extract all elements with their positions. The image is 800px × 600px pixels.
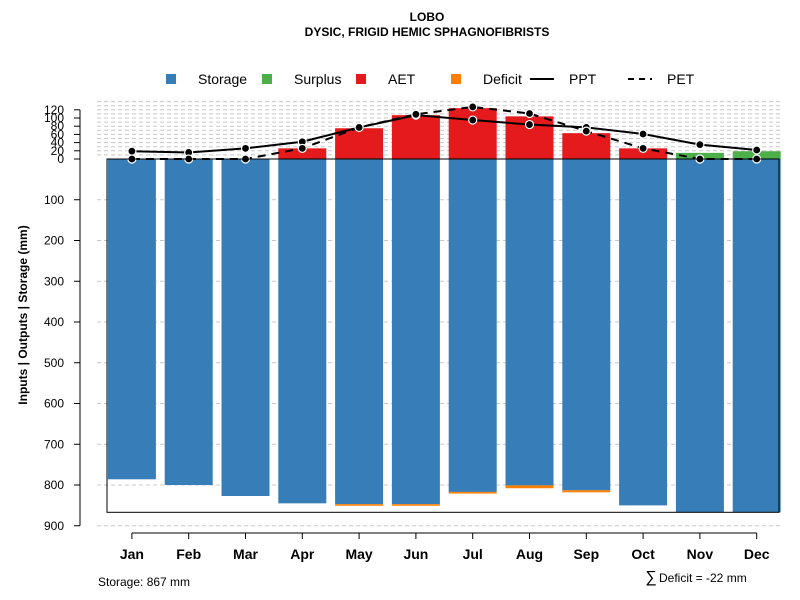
legend-key-storage (166, 74, 176, 84)
legend-label-pet: PET (667, 71, 695, 87)
legend-label-storage: Storage (198, 71, 247, 87)
y-tick-label: 60 (51, 127, 65, 141)
y-tick-label: 100 (44, 111, 64, 125)
x-tick-label: Oct (631, 546, 655, 562)
storage-bar (675, 159, 724, 513)
legend-key-surplus (262, 74, 272, 84)
deficit-bar (335, 504, 384, 506)
storage-bar (278, 159, 327, 504)
y-tick-label: 500 (44, 356, 64, 370)
legend-label-ppt: PPT (569, 71, 597, 87)
ppt-point (638, 129, 648, 139)
x-tick-label: Nov (687, 546, 714, 562)
x-tick-label: Apr (290, 546, 315, 562)
ppt-point (752, 145, 762, 155)
y-tick-label: 100 (44, 193, 64, 207)
x-tick-label: Feb (176, 546, 201, 562)
pet-point (354, 122, 364, 133)
sum-symbol: ∑ (645, 569, 656, 586)
storage-footer: Storage: 867 mm (98, 575, 190, 589)
pet-point (638, 143, 648, 153)
y-tick-label: 80 (51, 119, 65, 133)
storage-bar (164, 159, 213, 485)
storage-bar (619, 159, 668, 506)
y-tick-label: 200 (44, 234, 64, 248)
y-tick-label: 400 (44, 315, 64, 329)
x-tick-label: Jul (463, 546, 483, 562)
aet-bar (619, 148, 668, 159)
deficit-bar (391, 504, 440, 506)
x-tick-label: Sep (573, 546, 599, 562)
chart-subtitle: DYSIC, FRIGID HEMIC SPHAGNOFIBRISTS (305, 25, 550, 39)
y-tick-label: 800 (44, 478, 64, 492)
deficit-bar (562, 490, 611, 493)
deficit-footer: Deficit = -22 mm (659, 571, 747, 585)
storage-bar (732, 159, 781, 513)
y-tick-label: 120 (44, 103, 64, 117)
aet-bar (391, 115, 440, 159)
x-tick-label: May (345, 546, 372, 562)
ppt-point (127, 146, 137, 156)
x-tick-label: Aug (516, 546, 543, 562)
legend-label-deficit: Deficit (483, 71, 522, 87)
y-tick-label: 20 (51, 144, 65, 158)
storage-bar (562, 159, 611, 491)
y-tick-label: 700 (44, 437, 64, 451)
storage-bar (107, 159, 156, 480)
aet-bar (278, 148, 327, 159)
legend-key-deficit (451, 74, 461, 84)
ppt-point (524, 119, 535, 130)
x-tick-label: Jun (403, 546, 428, 562)
y-tick-label: 0 (57, 152, 64, 166)
pet-point (411, 109, 421, 119)
pet-point (524, 108, 535, 119)
x-tick-label: Jan (120, 546, 144, 562)
storage-bar (221, 159, 270, 497)
aet-bar (562, 133, 611, 159)
ppt-point (240, 143, 251, 153)
y-tick-label: 40 (51, 136, 65, 150)
legend-label-surplus: Surplus (294, 71, 341, 87)
storage-bar (448, 159, 497, 492)
ppt-point (468, 115, 478, 125)
bars (107, 108, 781, 513)
deficit-bar (448, 491, 497, 494)
axes: 0204060801001201002003004005006007008009… (44, 103, 780, 562)
x-tick-label: Dec (744, 546, 770, 562)
legend-label-aet: AET (388, 71, 416, 87)
deficit-bar (505, 485, 554, 489)
ppt-line (131, 114, 757, 154)
storage-bar (391, 159, 440, 505)
y-tick-label: 600 (44, 397, 64, 411)
pet-point (297, 143, 307, 153)
y-tick-label: 900 (44, 519, 64, 533)
y-axis-label: Inputs | Outputs | Storage (mm) (16, 225, 30, 404)
x-tick-label: Mar (233, 546, 258, 562)
pet-point (468, 102, 478, 112)
legend-key-aet (356, 74, 366, 84)
pet-point (581, 126, 591, 136)
legend: Storage Surplus AET Deficit PPT PET (166, 71, 695, 87)
storage-bar (505, 159, 554, 486)
ppt-point (695, 140, 705, 150)
chart-title: LOBO (410, 10, 445, 24)
y-tick-label: 300 (44, 274, 64, 288)
storage-bar (335, 159, 384, 505)
